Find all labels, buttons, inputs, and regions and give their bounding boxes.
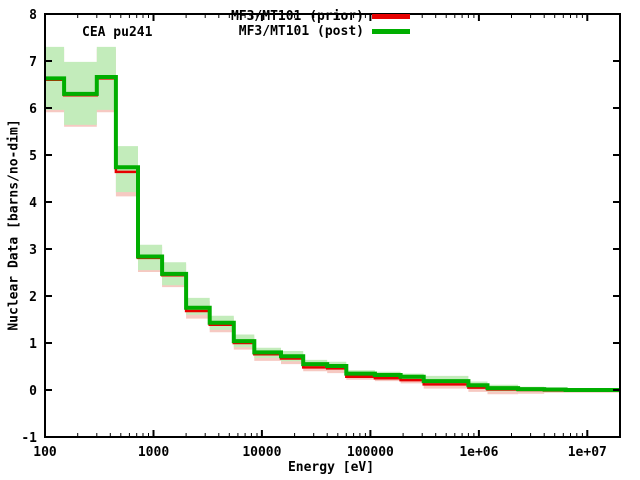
legend-label: MF3/MT101 (post) bbox=[238, 24, 364, 39]
legend-row: MF3/MT101 (post) bbox=[231, 24, 410, 39]
svg-text:1: 1 bbox=[29, 337, 37, 352]
svg-text:1e+07: 1e+07 bbox=[568, 445, 607, 460]
svg-text:-1: -1 bbox=[21, 431, 37, 446]
uncertainty-band bbox=[45, 46, 620, 392]
legend-swatch bbox=[372, 29, 410, 34]
svg-text:0: 0 bbox=[29, 384, 37, 399]
svg-text:4: 4 bbox=[29, 196, 37, 211]
tick-labels: 100 1000 10000 100000 1e+06 1e+07 -1 0 1 2 3 4 5 6 7 8 bbox=[21, 8, 607, 460]
plot-annotation: CEA pu241 bbox=[82, 25, 153, 40]
svg-text:2: 2 bbox=[29, 290, 37, 305]
svg-text:100: 100 bbox=[33, 445, 57, 460]
svg-text:1e+06: 1e+06 bbox=[459, 445, 498, 460]
y-axis-title: Nuclear Data [barns/no-dim] bbox=[6, 119, 22, 331]
ticks bbox=[44, 13, 621, 438]
legend: MF3/MT101 (prior) MF3/MT101 (post) bbox=[230, 9, 410, 39]
svg-text:7: 7 bbox=[29, 55, 37, 70]
svg-text:10000: 10000 bbox=[242, 445, 281, 460]
svg-text:1000: 1000 bbox=[138, 445, 169, 460]
series-line bbox=[45, 75, 620, 392]
data-layer bbox=[45, 46, 620, 395]
legend-row: MF3/MT101 (prior) bbox=[230, 9, 410, 24]
svg-text:100000: 100000 bbox=[347, 445, 394, 460]
svg-text:5: 5 bbox=[29, 149, 37, 164]
series-line bbox=[45, 77, 620, 392]
plot-border bbox=[44, 13, 621, 438]
svg-text:3: 3 bbox=[29, 243, 37, 258]
svg-text:8: 8 bbox=[29, 8, 37, 23]
x-axis-title: Energy [eV] bbox=[287, 460, 375, 475]
legend-label: MF3/MT101 (prior) bbox=[230, 9, 364, 24]
svg-text:6: 6 bbox=[29, 102, 37, 117]
uncertainty-band bbox=[45, 48, 620, 395]
legend-swatch bbox=[372, 14, 410, 19]
